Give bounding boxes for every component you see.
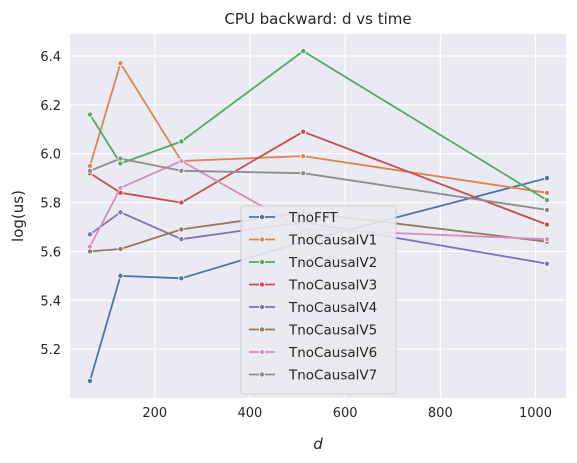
legend-label: TnoCausalV4 <box>288 300 377 316</box>
legend-label: TnoCausalV3 <box>288 278 377 294</box>
y-tick-label: 6.2 <box>40 99 61 114</box>
y-tick-labels: 5.2 5.4 5.6 5.8 6.0 6.2 6.4 <box>40 50 61 358</box>
chart-title: CPU backward: d vs time <box>224 10 411 28</box>
legend-marker <box>258 281 265 288</box>
data-point <box>86 111 93 118</box>
legend-item: TnoCausalV4 <box>249 300 377 316</box>
legend-marker <box>258 236 265 243</box>
legend-marker <box>258 326 265 333</box>
data-point <box>86 248 93 255</box>
data-point <box>86 243 93 250</box>
data-point <box>543 221 550 228</box>
legend-item: TnoCausalV3 <box>249 278 377 294</box>
data-point <box>300 48 307 55</box>
data-point <box>178 158 185 165</box>
data-point <box>543 175 550 182</box>
data-point <box>300 170 307 177</box>
data-point <box>117 60 124 67</box>
data-point <box>300 128 307 135</box>
data-point <box>86 377 93 384</box>
data-point <box>178 275 185 282</box>
legend-item: TnoFFT <box>249 210 338 226</box>
series-tnocausalv7 <box>86 155 550 213</box>
data-point <box>86 167 93 174</box>
x-axis-label: d <box>313 435 323 453</box>
legend-item: TnoCausalV5 <box>249 323 377 339</box>
data-point <box>178 226 185 233</box>
data-point <box>86 162 93 169</box>
legend-label: TnoCausalV2 <box>288 255 377 271</box>
data-point <box>178 167 185 174</box>
data-point <box>117 245 124 252</box>
y-tick-label: 5.2 <box>40 343 61 358</box>
legend-marker <box>258 303 265 310</box>
y-tick-label: 5.8 <box>40 197 61 212</box>
data-point <box>117 155 124 162</box>
data-point <box>117 184 124 191</box>
data-point <box>86 231 93 238</box>
legend-marker <box>258 371 265 378</box>
x-tick-label: 200 <box>142 406 167 421</box>
legend-marker <box>258 258 265 265</box>
data-point <box>543 189 550 196</box>
data-point <box>543 206 550 213</box>
data-point <box>117 272 124 279</box>
data-point <box>117 209 124 216</box>
data-point <box>543 197 550 204</box>
legend-marker <box>258 348 265 355</box>
legend-box <box>240 205 397 395</box>
x-tick-label: 800 <box>428 406 453 421</box>
legend-label: TnoCausalV7 <box>288 368 377 384</box>
data-point <box>117 160 124 167</box>
data-point <box>543 236 550 243</box>
y-tick-label: 6.0 <box>40 148 61 163</box>
legend-item: TnoCausalV7 <box>249 368 377 384</box>
y-tick-label: 5.6 <box>40 245 61 260</box>
x-tick-label: 600 <box>333 406 358 421</box>
y-tick-label: 5.4 <box>40 294 61 309</box>
data-point <box>178 138 185 145</box>
y-axis-label: log(us) <box>9 190 27 242</box>
x-tick-label: 400 <box>238 406 263 421</box>
data-point <box>543 260 550 267</box>
legend-item: TnoCausalV2 <box>249 255 377 271</box>
legend-label: TnoFFT <box>288 210 338 226</box>
legend-item: TnoCausalV1 <box>249 233 377 249</box>
legend-label: TnoCausalV1 <box>288 233 377 249</box>
data-point <box>300 153 307 160</box>
legend-item: TnoCausalV6 <box>249 345 377 361</box>
legend-marker <box>258 213 265 220</box>
x-tick-labels: 200 400 600 800 1000 <box>142 406 552 421</box>
data-point <box>178 236 185 243</box>
y-tick-label: 6.4 <box>40 50 61 65</box>
legend-label: TnoCausalV5 <box>288 323 377 339</box>
data-point <box>178 199 185 206</box>
series-tnocausalv2 <box>86 48 550 204</box>
legend-label: TnoCausalV6 <box>288 345 377 361</box>
legend: TnoFFT TnoCausalV1 TnoCausalV2 TnoCausalV3 T… <box>240 205 397 395</box>
x-tick-label: 1000 <box>519 406 552 421</box>
